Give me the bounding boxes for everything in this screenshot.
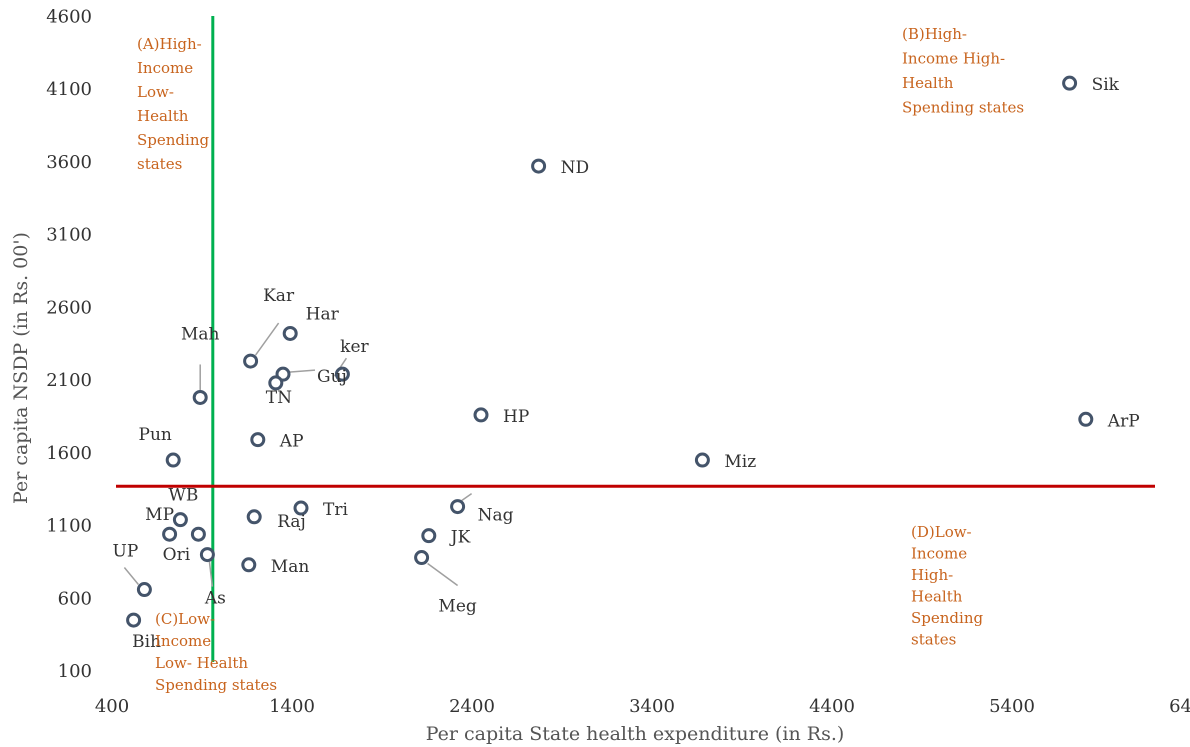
y-tick-label: 2600 bbox=[46, 297, 92, 318]
x-axis-ticks: 400 1400 2400 3400 4400 5400 6400 bbox=[95, 696, 1190, 717]
point-as bbox=[199, 547, 215, 563]
data-points bbox=[126, 75, 1094, 628]
point-label-miz: Miz bbox=[724, 452, 756, 472]
y-tick-label: 4600 bbox=[46, 6, 92, 27]
x-tick-label: 3400 bbox=[629, 696, 675, 717]
point-label-nd: ND bbox=[561, 158, 590, 178]
quadrant-labels: (A)High-Income Low-Health Spending states (B… bbox=[137, 25, 1024, 694]
x-tick-label: 5400 bbox=[989, 696, 1035, 717]
point-label-kar: Kar bbox=[263, 286, 295, 306]
point-ori bbox=[190, 526, 206, 542]
point-ker bbox=[334, 366, 350, 382]
quadrant-label-d: (D)Low-Income High-Health Spending states bbox=[911, 523, 983, 649]
point-label-har: Har bbox=[306, 304, 340, 324]
quadrant-label-b: (B)High-Income High-Health Spending state… bbox=[902, 25, 1024, 117]
x-axis-title: Per capita State health expenditure (in … bbox=[426, 723, 845, 745]
point-nd bbox=[531, 158, 547, 174]
point-tri bbox=[293, 500, 309, 516]
leader-line bbox=[123, 567, 139, 585]
point-label-guj: Guj bbox=[317, 367, 347, 387]
x-tick-label: 6400 bbox=[1169, 696, 1190, 717]
point-label-tn: TN bbox=[266, 388, 292, 408]
point-label-ori: Ori bbox=[163, 545, 191, 565]
point-bih bbox=[126, 612, 142, 628]
point-meg bbox=[414, 550, 430, 566]
point-label-nag: Nag bbox=[478, 506, 514, 526]
point-label-wb: WB bbox=[168, 486, 198, 506]
point-tn bbox=[268, 375, 284, 391]
point-label-bih: Bih bbox=[132, 632, 161, 652]
x-tick-label: 2400 bbox=[449, 696, 495, 717]
y-tick-label: 3600 bbox=[46, 152, 92, 173]
x-tick-label: 400 bbox=[95, 696, 129, 717]
point-pun bbox=[165, 452, 181, 468]
y-tick-label: 1100 bbox=[46, 516, 92, 537]
y-tick-label: 1600 bbox=[46, 443, 92, 464]
point-up bbox=[136, 582, 152, 598]
point-label-as: As bbox=[204, 589, 226, 609]
leader-line bbox=[288, 369, 316, 373]
y-tick-label: 4100 bbox=[46, 79, 92, 100]
point-label-pun: Pun bbox=[139, 425, 172, 445]
point-label-meg: Meg bbox=[438, 597, 476, 617]
point-label-jk: JK bbox=[449, 528, 471, 548]
x-tick-label: 1400 bbox=[269, 696, 315, 717]
point-wb bbox=[172, 512, 188, 528]
point-kar bbox=[243, 353, 259, 369]
leader-line bbox=[461, 492, 473, 502]
point-label-arp: ArP bbox=[1107, 411, 1140, 431]
leader-line bbox=[254, 322, 280, 356]
point-label-sik: Sik bbox=[1092, 75, 1120, 95]
leader-line bbox=[208, 561, 214, 587]
point-raj bbox=[246, 509, 262, 525]
point-label-ker: ker bbox=[340, 337, 369, 357]
quadrant-label-a: (A)High-Income Low-Health Spending states bbox=[137, 35, 209, 173]
point-label-man: Man bbox=[271, 557, 310, 577]
point-label-mp: MP bbox=[145, 505, 174, 525]
point-label-ap: AP bbox=[279, 432, 304, 452]
point-sik bbox=[1062, 75, 1078, 91]
point-label-up: UP bbox=[113, 542, 139, 562]
point-hp bbox=[473, 407, 489, 423]
point-miz bbox=[694, 452, 710, 468]
point-label-raj: Raj bbox=[277, 512, 306, 532]
y-tick-label: 2100 bbox=[46, 370, 92, 391]
point-nag bbox=[450, 499, 466, 515]
x-tick-label: 4400 bbox=[809, 696, 855, 717]
point-mah bbox=[192, 389, 208, 405]
point-label-mah: Mah bbox=[181, 324, 220, 344]
point-arp bbox=[1078, 411, 1094, 427]
point-man bbox=[241, 557, 257, 573]
y-tick-label: 100 bbox=[58, 661, 92, 682]
quadrant-label-c: (C)Low-Income Low- Health Spending states bbox=[155, 610, 277, 694]
y-axis-ticks: 100 600 1100 1600 2100 2600 3100 3600 4100 4600 bbox=[46, 6, 92, 682]
point-label-hp: HP bbox=[503, 407, 529, 427]
leader-line bbox=[427, 562, 459, 587]
point-jk bbox=[421, 528, 437, 544]
point-label-tri: Tri bbox=[323, 500, 348, 520]
y-tick-label: 3100 bbox=[46, 225, 92, 246]
point-labels: GoaSikNDKarHarMahkerGujTNHPArPAPPunMizNa… bbox=[113, 75, 1140, 652]
point-mp bbox=[162, 526, 178, 542]
point-ap bbox=[250, 432, 266, 448]
point-har bbox=[282, 325, 298, 341]
y-tick-label: 600 bbox=[58, 588, 92, 609]
y-axis-title: Per capita NSDP (in Rs. 00') bbox=[10, 232, 32, 504]
